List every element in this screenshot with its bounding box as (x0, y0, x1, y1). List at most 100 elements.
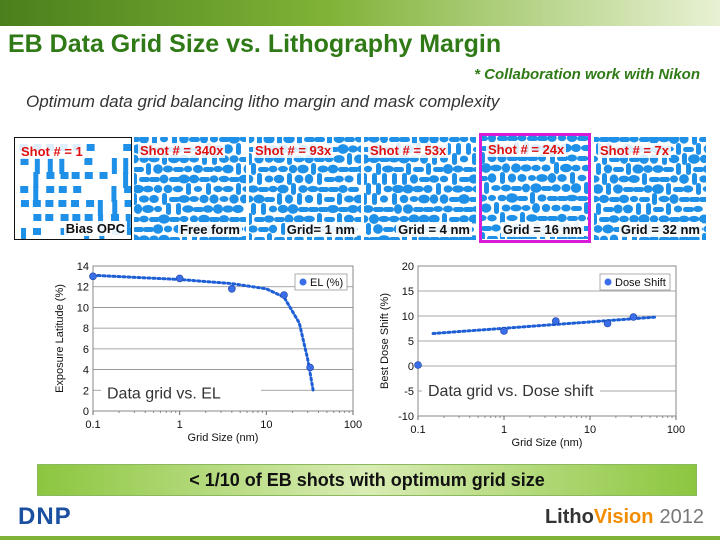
data-point (280, 291, 288, 299)
pattern-panel: Shot # = 24x Grid = 16 nm (479, 133, 591, 243)
y-tick-label: 5 (408, 336, 414, 348)
pattern-shape (666, 203, 671, 215)
pattern-shape (699, 137, 706, 142)
pattern-shape (348, 187, 359, 192)
pattern-shape (490, 164, 502, 172)
pattern-shape (97, 200, 103, 216)
title-bar-gradient (0, 0, 720, 26)
x-tick-label: 0.1 (410, 424, 425, 436)
pattern-shape (596, 163, 601, 175)
pattern-shape (364, 173, 367, 185)
pattern-shape (379, 137, 389, 144)
pattern-shape (594, 225, 603, 233)
pattern-shape (86, 200, 95, 207)
pattern-shape (219, 137, 230, 142)
pattern-shape (629, 214, 639, 224)
pattern-shape (506, 193, 518, 203)
pattern-shape (507, 173, 517, 183)
legend-label: Dose Shift (615, 277, 666, 289)
pattern-shape (412, 185, 424, 193)
pattern-shape (213, 165, 223, 173)
pattern-shape (547, 196, 558, 201)
pattern-shape (264, 197, 275, 202)
pattern-shape (571, 143, 581, 153)
pattern-shape (482, 194, 488, 202)
pattern-shape (547, 173, 557, 183)
pattern-shape (517, 136, 527, 142)
pattern-shape (693, 167, 704, 172)
pattern-shape (249, 185, 259, 193)
pattern-shape (307, 185, 319, 193)
pattern-shape (376, 163, 381, 175)
pattern-shape (623, 204, 633, 214)
pattern-shape (308, 207, 319, 212)
pattern-shape (439, 137, 449, 143)
pattern-shape (577, 196, 588, 201)
pattern-shape (71, 172, 80, 179)
pattern-shape (482, 163, 492, 173)
pattern-shape (580, 144, 588, 152)
pattern-shape (389, 137, 400, 142)
pattern-shape (379, 195, 389, 203)
pattern-shape (112, 200, 118, 216)
pattern-shape (304, 194, 314, 204)
pattern-shape (20, 200, 29, 207)
pattern-shape (258, 187, 269, 192)
pattern-shape (566, 194, 578, 202)
pattern-shape (327, 137, 332, 145)
pattern-shape (547, 136, 557, 142)
pattern-shape (162, 193, 167, 205)
pattern-shape (688, 215, 700, 223)
pattern-shape (462, 185, 474, 193)
pattern-shape (348, 167, 359, 172)
pattern-shape (236, 183, 241, 195)
pattern-shape (636, 203, 641, 215)
pattern-shape (212, 204, 224, 214)
footer-accent-line (0, 536, 720, 540)
pattern-shape (557, 136, 567, 142)
pattern-shape (608, 215, 620, 223)
x-tick-label: 10 (584, 424, 596, 436)
pattern-shape (268, 205, 278, 213)
pattern-shape (33, 186, 39, 202)
pattern-shape (138, 195, 150, 203)
pattern-shape (536, 174, 548, 182)
pattern-shape (456, 143, 461, 155)
pattern-shape (149, 217, 160, 222)
pattern-shape (58, 186, 67, 193)
pattern-shape (452, 153, 457, 165)
pattern-shape (696, 183, 701, 195)
pattern-shape (393, 167, 404, 172)
data-point (175, 274, 184, 283)
pattern-shape (571, 164, 581, 172)
pattern-shape (392, 193, 397, 205)
pattern-shape (297, 193, 302, 205)
pattern-shape (84, 214, 93, 221)
pattern-shape (491, 224, 501, 232)
pattern-shape (609, 197, 620, 202)
pattern-shape (577, 174, 587, 182)
pattern-shape (134, 184, 144, 194)
pattern-shape (392, 184, 404, 194)
pattern-shape (297, 137, 302, 145)
pattern-shape (609, 174, 619, 184)
pattern-shape (143, 227, 154, 232)
y-tick-label: 10 (402, 311, 414, 323)
pattern-shape (298, 207, 309, 212)
pattern-shape (202, 205, 214, 213)
data-point (629, 313, 638, 321)
pattern-shape (199, 194, 209, 204)
pattern-shape (679, 197, 690, 202)
pattern-shape (383, 227, 394, 232)
pattern-shape (669, 175, 679, 183)
pattern-shape (378, 215, 390, 223)
pattern-shape (463, 207, 474, 212)
pattern-shape (392, 173, 397, 185)
pattern-shape (642, 173, 647, 185)
pattern-shape (334, 175, 344, 183)
pattern-shape (584, 202, 588, 214)
grid-label: Free form (178, 222, 242, 237)
pattern-shape (696, 143, 701, 155)
pattern-shape (268, 165, 278, 173)
pattern-shape (304, 174, 314, 184)
